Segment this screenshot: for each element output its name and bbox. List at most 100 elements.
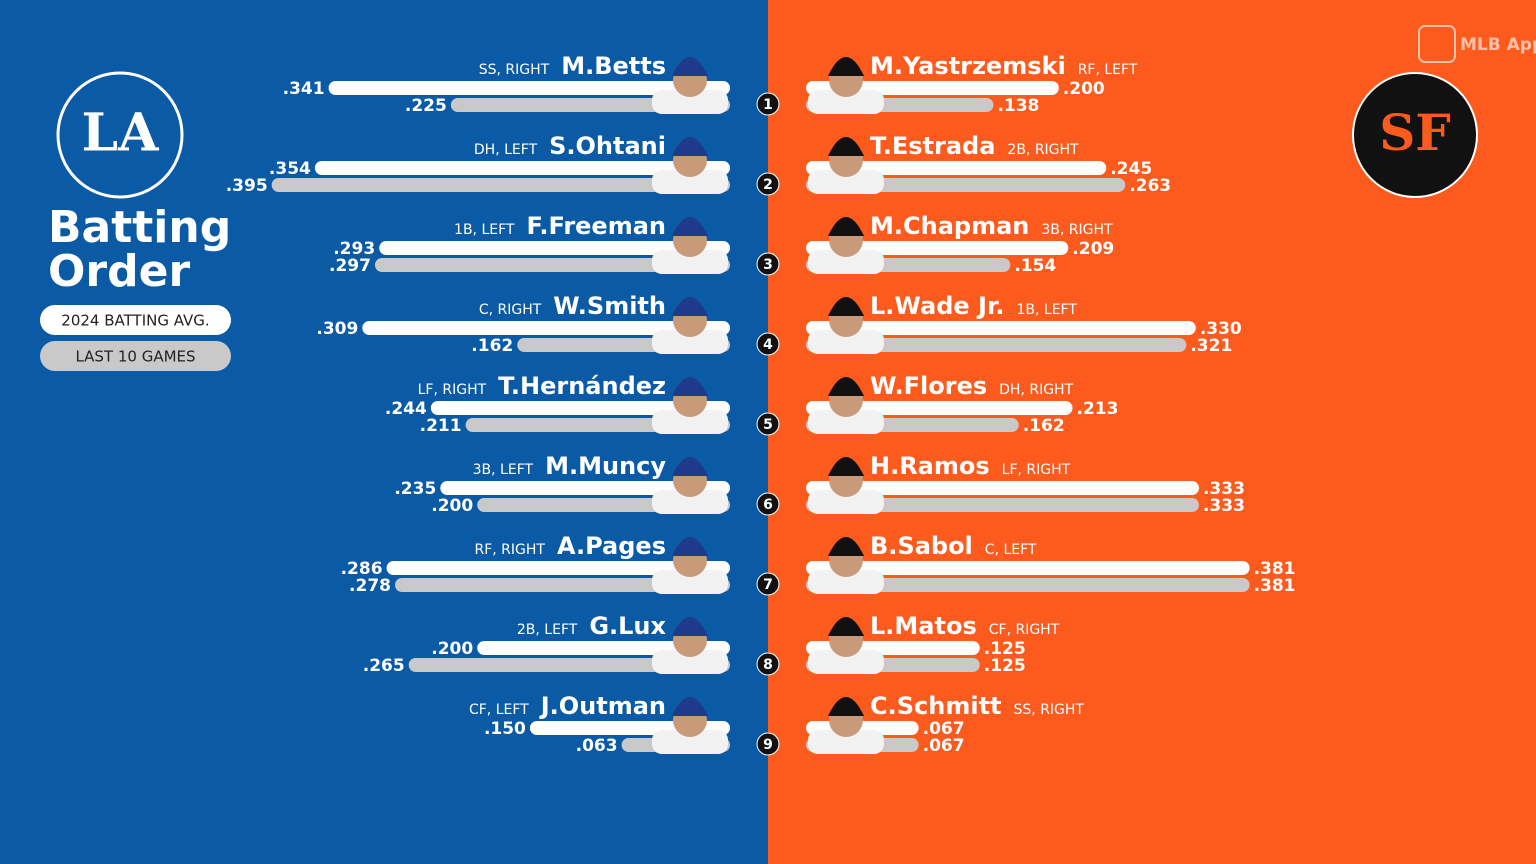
player-name: T.Estrada [870, 132, 995, 160]
bar [806, 578, 1250, 592]
value-label: .067 [923, 719, 965, 739]
order-badge [756, 572, 780, 596]
player-position: 3B, LEFT [473, 462, 534, 478]
value-label: .321 [1190, 336, 1232, 356]
player-jersey [652, 250, 728, 274]
value-label: .211 [420, 416, 462, 436]
player-cap [672, 457, 708, 476]
player-name: M.Muncy [545, 452, 666, 480]
order-number: 2 [763, 177, 773, 193]
bar [806, 321, 1196, 335]
player-name: M.Yastrzemski [870, 52, 1066, 80]
value-label: .200 [431, 639, 473, 659]
player-position: CF, RIGHT [989, 622, 1060, 638]
legend-swatch [40, 305, 231, 335]
player-name: W.Smith [553, 292, 666, 320]
value-label: .309 [316, 319, 358, 339]
player-jersey [808, 410, 884, 434]
value-label: .235 [394, 479, 436, 499]
player-name: J.Outman [539, 692, 666, 720]
player-position: DH, LEFT [474, 142, 538, 158]
value-label: .200 [431, 496, 473, 516]
bar [394, 578, 730, 592]
player-position: DH, RIGHT [999, 382, 1073, 398]
player-jersey [808, 250, 884, 274]
value-label: .395 [226, 176, 268, 196]
bar [328, 81, 730, 95]
order-number: 5 [763, 417, 773, 433]
player-position: 3B, RIGHT [1041, 222, 1113, 238]
player-position: C, RIGHT [479, 302, 542, 318]
bar [430, 401, 730, 415]
order-number: 9 [763, 737, 773, 753]
player-name: T.Hernández [498, 372, 666, 400]
value-label: .245 [1110, 159, 1152, 179]
player-jersey [652, 730, 728, 754]
player-jersey [652, 490, 728, 514]
bar [362, 321, 730, 335]
order-number: 4 [763, 337, 773, 353]
team-logo: SF [1379, 103, 1451, 162]
player-name: A.Pages [557, 532, 666, 560]
value-label: .293 [333, 239, 375, 259]
player-jersey [808, 570, 884, 594]
player-name: G.Lux [589, 612, 666, 640]
order-badge [756, 652, 780, 676]
player-cap [672, 57, 708, 76]
bar [806, 498, 1199, 512]
player-jersey [808, 170, 884, 194]
player-cap [828, 377, 864, 396]
player-cap [828, 617, 864, 636]
value-label: .209 [1072, 239, 1114, 259]
value-label: .354 [269, 159, 311, 179]
value-label: .330 [1200, 319, 1242, 339]
legend-label: LAST 10 GAMES [75, 348, 195, 366]
value-label: .213 [1077, 399, 1119, 419]
team-logo-ring [1352, 72, 1478, 198]
value-label: .263 [1129, 176, 1171, 196]
order-badge [756, 252, 780, 276]
player-name: B.Sabol [870, 532, 973, 560]
value-label: .154 [1014, 256, 1056, 276]
value-label: .162 [471, 336, 513, 356]
value-label: .150 [484, 719, 526, 739]
player-position: RF, RIGHT [475, 542, 546, 558]
value-label: .265 [363, 656, 405, 676]
order-number: 7 [763, 577, 773, 593]
player-jersey [652, 650, 728, 674]
player-position: SS, RIGHT [1014, 702, 1085, 718]
player-cap [672, 297, 708, 316]
player-cap [828, 537, 864, 556]
player-position: 1B, LEFT [1017, 302, 1078, 318]
player-cap [672, 217, 708, 236]
chart-title: Batting Order [48, 202, 232, 297]
player-position: LF, RIGHT [418, 382, 487, 398]
player-jersey [652, 410, 728, 434]
player-name: C.Schmitt [870, 692, 1002, 720]
player-position: RF, LEFT [1078, 62, 1138, 78]
player-name: F.Freeman [526, 212, 666, 240]
player-name: M.Chapman [870, 212, 1029, 240]
player-name: L.Matos [870, 612, 977, 640]
player-jersey [808, 90, 884, 114]
bar [408, 658, 730, 672]
value-label: .278 [349, 576, 391, 596]
player-cap [672, 617, 708, 636]
player-position: SS, RIGHT [479, 62, 550, 78]
player-jersey [652, 570, 728, 594]
team-logo-ring [56, 71, 184, 199]
player-name: M.Betts [561, 52, 666, 80]
player-position: C, LEFT [985, 542, 1037, 558]
value-label: .286 [341, 559, 383, 579]
value-label: .138 [997, 96, 1039, 116]
bar [806, 481, 1199, 495]
legend-label: 2024 BATTING AVG. [61, 312, 209, 330]
player-jersey [808, 330, 884, 354]
player-cap [828, 57, 864, 76]
player-name: S.Ohtani [549, 132, 666, 160]
order-number: 1 [763, 97, 773, 113]
value-label: .333 [1203, 496, 1245, 516]
order-badge [756, 732, 780, 756]
